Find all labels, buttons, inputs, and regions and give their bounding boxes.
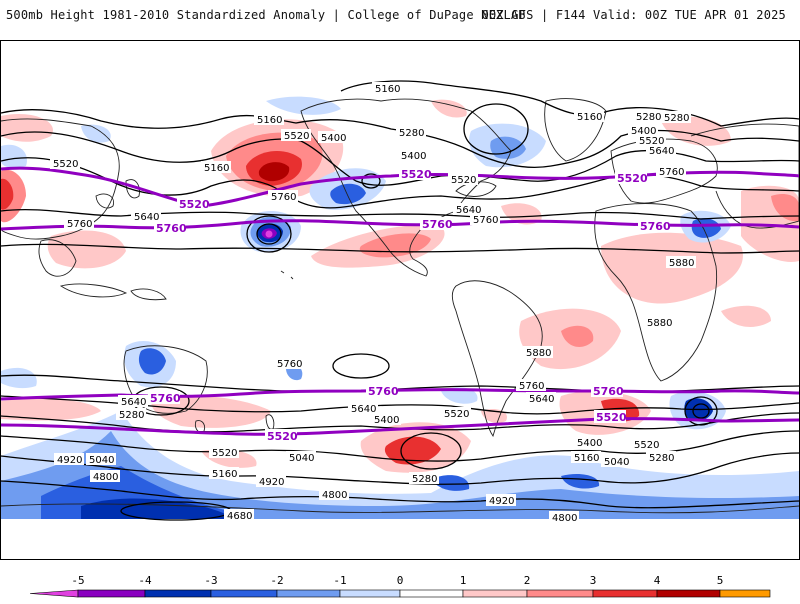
contour-label: 5520 (639, 136, 664, 147)
contour-label: 5520 (53, 159, 78, 170)
contour-label: 5160 (204, 163, 229, 174)
colorbar-segment (29, 589, 79, 598)
contour-label: 5640 (121, 397, 146, 408)
contour-label: 5520 (444, 409, 469, 420)
contour-label: 5640 (649, 146, 674, 157)
colorbar-segment (144, 589, 212, 598)
contour-label: 5280 (399, 128, 424, 139)
contour-label: 5280 (664, 113, 689, 124)
contour-label: 5400 (577, 438, 602, 449)
colorbar-segment (656, 589, 721, 598)
contour-label: 5520 (451, 175, 476, 186)
contour-label: 5520 (212, 448, 237, 459)
colorbar-scale (29, 589, 771, 598)
contour-label: 5640 (456, 205, 481, 216)
contour-label: 5160 (257, 115, 282, 126)
colorbar-segment (719, 589, 771, 598)
contour-label: 5760 (67, 219, 92, 230)
contour-label: 5880 (526, 348, 551, 359)
contour-label: 5760 (473, 215, 498, 226)
contour-label-5760: 5760 (593, 385, 624, 398)
contour-label: 4800 (322, 490, 347, 501)
contour-label: 5520 (634, 440, 659, 451)
colorbar-segment (210, 589, 278, 598)
contour-label-5760: 5760 (422, 218, 453, 231)
contour-label-5520: 5520 (179, 198, 210, 211)
colorbar-tick-label: -5 (71, 574, 85, 587)
colorbar-tick-label: 2 (523, 574, 531, 587)
colorbar-tick-label: 0 (396, 574, 404, 587)
contour-label: 4920 (259, 477, 284, 488)
colorbar-segment (526, 589, 594, 598)
colorbar-segment (77, 589, 146, 598)
contour-label: 5040 (89, 455, 114, 466)
contour-label: 5040 (289, 453, 314, 464)
contour-label: 5520 (284, 131, 309, 142)
contour-label: 5040 (604, 457, 629, 468)
contour-label: 5400 (401, 151, 426, 162)
contour-label: 4920 (57, 455, 82, 466)
highlight-contour-labels: 5520 5520 5520 5760 5760 5760 5760 5760 … (148, 167, 671, 443)
contour-label: 5400 (374, 415, 399, 426)
colorbar: -5 -4 -3 -2 -1 0 1 2 3 4 5 (0, 566, 800, 600)
contour-label: 5280 (412, 474, 437, 485)
colorbar-tick-label: 4 (653, 574, 661, 587)
run-info: 00Z GFS | F144 Valid: 00Z TUE APR 01 202… (481, 8, 786, 22)
colorbar-segment (592, 589, 658, 598)
contour-label-5520: 5520 (267, 430, 298, 443)
contour-label: 5280 (119, 410, 144, 421)
contour-label-5760: 5760 (150, 392, 181, 405)
contour-label: 5280 (636, 112, 661, 123)
contour-label: 5640 (529, 394, 554, 405)
contour-label: 5760 (277, 359, 302, 370)
coastlines (1, 98, 799, 514)
contour-label: 5880 (647, 318, 672, 329)
colorbar-tick-label: 5 (716, 574, 724, 587)
contour-label: 5280 (649, 453, 674, 464)
colorbar-tick-label: -2 (270, 574, 284, 587)
contour-label: 5160 (577, 112, 602, 123)
map-panel: 5160 5160 5160 5280 5280 5400 5520 5520 … (0, 40, 800, 560)
contour-label: 5760 (659, 167, 684, 178)
contour-label-5760: 5760 (640, 220, 671, 233)
contour-labels: 5160 5160 5160 5280 5280 5400 5520 5520 … (50, 82, 696, 524)
contour-label: 5160 (212, 469, 237, 480)
colorbar-tick-label: -1 (333, 574, 347, 587)
contour-label: 4680 (227, 511, 252, 522)
contour-label-5520: 5520 (617, 172, 648, 185)
colorbar-tick-label: -3 (204, 574, 218, 587)
map-header: 500mb Height 1981-2010 Standardized Anom… (0, 0, 800, 34)
colorbar-segment (399, 589, 464, 598)
contour-label: 5880 (669, 258, 694, 269)
contour-label: 5640 (351, 404, 376, 415)
contour-label: 5400 (321, 133, 346, 144)
contour-label: 5640 (134, 212, 159, 223)
colorbar-segment (462, 589, 528, 598)
colorbar-tick-label: 3 (589, 574, 597, 587)
contour-label-5520: 5520 (401, 168, 432, 181)
colorbar-tick-label: 1 (459, 574, 467, 587)
colorbar-tick-label: -4 (138, 574, 152, 587)
contour-label: 5760 (519, 381, 544, 392)
contour-label: 4800 (552, 513, 577, 524)
contour-label-5760: 5760 (156, 222, 187, 235)
contour-label-5760: 5760 (368, 385, 399, 398)
colorbar-segment (276, 589, 341, 598)
contour-label: 4920 (489, 496, 514, 507)
map-title: 500mb Height 1981-2010 Standardized Anom… (6, 8, 526, 22)
contour-label: 5160 (574, 453, 599, 464)
contour-label: 5760 (271, 192, 296, 203)
contour-label: 5400 (631, 126, 656, 137)
anomaly-map: 5160 5160 5160 5280 5280 5400 5520 5520 … (1, 80, 799, 524)
contour-label: 5160 (375, 84, 400, 95)
contour-label: 4800 (93, 472, 118, 483)
colorbar-segment (339, 589, 401, 598)
contour-label-5520: 5520 (596, 411, 627, 424)
